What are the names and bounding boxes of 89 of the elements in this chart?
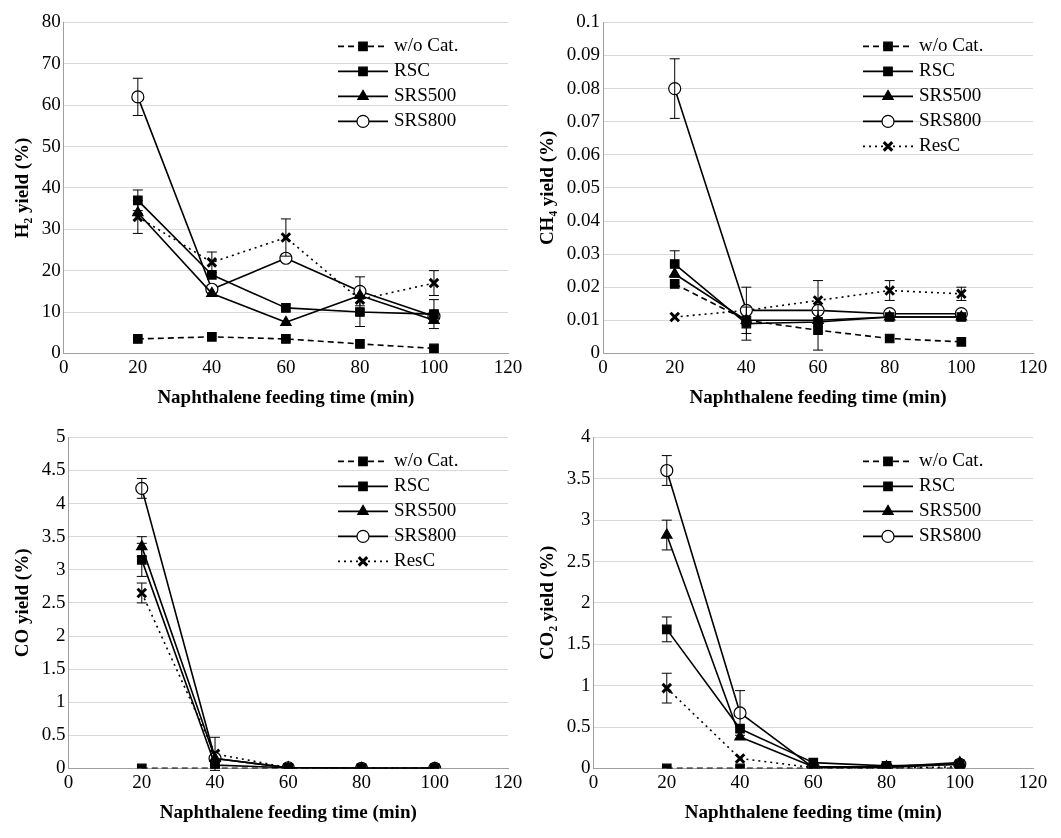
- y-tick-label: 5: [56, 425, 66, 447]
- legend-label: RSC: [394, 474, 430, 496]
- x-tick-label: 60: [278, 770, 298, 792]
- x-tick-label: 60: [276, 355, 296, 377]
- legend-label: w/o Cat.: [394, 34, 459, 56]
- y-tick-label: 0: [581, 756, 591, 778]
- y-axis-title: H₂ yield (%): [11, 137, 34, 239]
- y-tick-label: 1: [56, 690, 66, 712]
- x-tick-label: 100: [947, 355, 976, 377]
- x-tick-label: 100: [945, 770, 975, 792]
- y-tick-label: 50: [41, 134, 61, 156]
- y-tick-label: 4.5: [41, 458, 66, 480]
- y-tick-label: 2.5: [41, 590, 66, 612]
- legend-label: SRS500: [919, 84, 982, 106]
- x-tick-label: 40: [736, 355, 756, 377]
- y-tick-label: 3.5: [41, 524, 66, 546]
- x-tick-label: 20: [128, 355, 148, 377]
- x-tick-label: 80: [352, 770, 372, 792]
- x-axis-title: Naphthalene feeding time (min): [689, 385, 947, 408]
- x-tick-label: 40: [730, 770, 750, 792]
- legend-label: ResC: [919, 134, 961, 156]
- legend-label: SRS800: [919, 524, 982, 546]
- x-tick-label: 60: [808, 355, 828, 377]
- y-tick-label: 60: [41, 93, 61, 115]
- x-tick-label: 100: [420, 770, 450, 792]
- legend-label: RSC: [394, 59, 430, 81]
- y-tick-label: 2.5: [566, 549, 591, 571]
- legend-label: SRS800: [394, 109, 457, 131]
- x-axis-title: Naphthalene feeding time (min): [157, 385, 415, 408]
- legend-label: RSC: [919, 59, 955, 81]
- x-tick-label: 40: [205, 770, 225, 792]
- x-tick-label: 120: [1018, 770, 1048, 792]
- y-tick-label: 70: [41, 51, 61, 73]
- y-tick-label: 30: [41, 217, 61, 239]
- y-tick-label: 0.07: [566, 109, 601, 131]
- y-tick-label: 4: [56, 491, 67, 513]
- y-tick-label: 4: [581, 425, 592, 447]
- y-tick-label: 0.5: [41, 723, 66, 745]
- y-tick-label: 10: [41, 300, 61, 322]
- y-tick-label: 3: [56, 557, 66, 579]
- legend-label: RSC: [919, 474, 955, 496]
- y-tick-label: 0.01: [566, 308, 601, 330]
- y-tick-label: 20: [41, 258, 61, 280]
- legend-label: ResC: [394, 549, 436, 571]
- y-tick-label: 2: [581, 590, 591, 612]
- y-tick-label: 80: [41, 10, 61, 32]
- legend-label: SRS800: [394, 524, 457, 546]
- y-tick-label: 40: [41, 175, 61, 197]
- y-tick-label: 1.5: [566, 632, 591, 654]
- y-axis-title: CH₄ yield (%): [536, 130, 559, 246]
- y-tick-label: 0.05: [566, 175, 601, 197]
- x-tick-label: 20: [657, 770, 677, 792]
- x-tick-label: 120: [493, 770, 523, 792]
- y-tick-label: 3: [581, 508, 591, 530]
- legend-label: w/o Cat.: [919, 34, 984, 56]
- x-axis-title: Naphthalene feeding time (min): [159, 800, 417, 823]
- y-tick-label: 3.5: [566, 466, 591, 488]
- y-tick-label: 0.09: [566, 43, 601, 65]
- y-tick-label: 0.04: [566, 208, 601, 230]
- x-tick-label: 40: [202, 355, 222, 377]
- x-tick-label: 100: [419, 355, 449, 377]
- x-tick-label: 60: [803, 770, 823, 792]
- y-tick-label: 2: [56, 623, 66, 645]
- x-tick-label: 20: [665, 355, 685, 377]
- x-tick-label: 80: [880, 355, 900, 377]
- y-tick-label: 0.06: [566, 142, 601, 164]
- y-tick-label: 0.02: [566, 275, 601, 297]
- x-tick-label: 80: [877, 770, 897, 792]
- legend-label: w/o Cat.: [919, 449, 984, 471]
- legend-label: SRS500: [394, 499, 457, 521]
- y-tick-label: 0.08: [566, 76, 601, 98]
- y-tick-label: 0: [51, 341, 61, 363]
- y-tick-label: 0.1: [576, 10, 601, 32]
- legend-label: SRS500: [394, 84, 457, 106]
- legend-label: SRS500: [919, 499, 982, 521]
- y-axis-title: CO yield (%): [11, 548, 34, 658]
- y-axis-title: CO₂ yield (%): [536, 545, 559, 661]
- legend-label: SRS800: [919, 109, 982, 131]
- x-tick-label: 120: [493, 355, 523, 377]
- y-tick-label: 0: [56, 756, 66, 778]
- y-tick-label: 1.5: [41, 657, 66, 679]
- x-tick-label: 120: [1018, 355, 1048, 377]
- y-tick-label: 1: [581, 673, 591, 695]
- x-axis-title: Naphthalene feeding time (min): [684, 800, 942, 823]
- y-tick-label: 0.03: [566, 242, 601, 264]
- x-tick-label: 80: [350, 355, 370, 377]
- legend-label: w/o Cat.: [394, 449, 459, 471]
- x-tick-label: 20: [132, 770, 152, 792]
- y-tick-label: 0.5: [566, 715, 591, 737]
